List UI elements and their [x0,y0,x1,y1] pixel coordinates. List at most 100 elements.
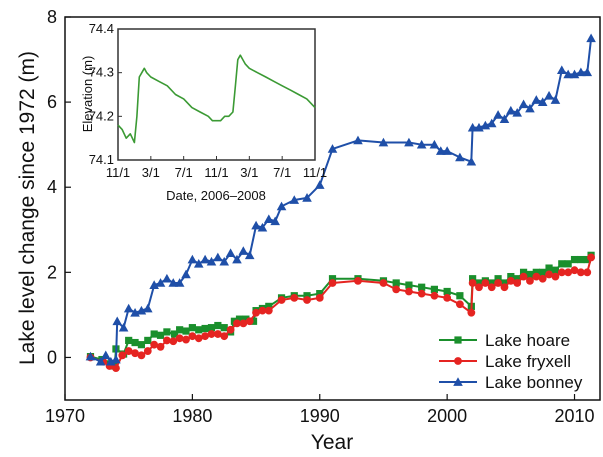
lake-bonney-point [544,90,554,100]
lake-fryxell-point [258,306,267,315]
lake-hoare-point [500,279,509,287]
lake-hoare-point [532,268,540,276]
lake-bonney-point [327,144,338,153]
lake-fryxell-point [587,253,595,262]
lake-bonney-point [563,69,573,79]
main-plot: 1970 1980 1990 2000 2010 0 2 4 6 8 [45,7,601,426]
lake-hoare-point [526,270,534,279]
lake-fryxell-point [576,268,585,277]
lake-bonney-point [238,246,249,255]
lake-bonney-point [193,259,204,268]
lake-bonney-point [219,256,230,266]
lake-hoare-point [577,255,585,264]
lake-bonney-point [467,122,478,132]
inset-background [118,29,315,160]
lake-bonney-point [118,322,129,332]
lake-fryxell-point [551,272,560,281]
lake-hoare-point [316,290,324,298]
inset-x-axis-title: Date, 2006–2008 [166,188,266,203]
y-tick-label: 2 [47,262,57,282]
legend-item-lake-bonney: Lake bonney [439,373,583,392]
lake-hoare-point [176,326,184,334]
lake-bonney-point [270,216,280,226]
inset-x-tick-label: 7/1 [273,165,291,180]
lake-fryxell-point [201,332,210,341]
lake-fryxell-point [188,332,197,341]
lake-bonney-point [378,137,389,147]
legend-item-lake-fryxell: Lake fryxell [439,352,571,371]
lake-fryxell-point [570,266,579,275]
main-y-axis: 0 2 4 6 8 [47,7,71,367]
lake-bonney-point [123,303,134,313]
inset-y-tick-label: 74.2 [89,108,114,123]
lake-bonney-point [276,201,287,211]
lake-bonney-point [486,118,497,128]
lake-hoare-point [456,292,464,300]
lake-bonney-point [499,114,510,123]
lake-hoare-point [125,336,133,345]
lake-fryxell-point [513,279,522,287]
lake-hoare-point [539,268,547,276]
lake-bonney-point [586,33,596,43]
lake-fryxell-point [475,283,483,292]
lake-fryxell-point [226,325,235,334]
lake-fryxell-point [143,347,152,355]
lake-bonney-point [537,97,548,106]
lake-bonney-point [429,139,440,149]
lake-bonney-point [550,95,561,104]
lake-fryxell-point [175,334,184,343]
lake-hoare-point [405,281,413,289]
inset-series-group [117,54,316,144]
main-plot-frame [64,16,601,401]
lake-bonney-point [200,254,210,264]
lake-fryxell-point [564,268,573,277]
lake-fryxell-point [583,268,592,277]
lake-bonney-point [289,195,300,204]
lake-hoare-point [494,275,502,283]
lake-fryxell-point [239,319,248,328]
lake-bonney-point [302,193,312,202]
lake-bonney-point [353,135,363,145]
lake-hoare-point [392,279,400,287]
legend-marker [454,357,462,365]
lake-fryxell-point [417,289,426,298]
inset-x-axis: 11/1 3/1 7/1 11/1 3/1 7/1 11/1 [106,156,327,180]
lake-bonney-point [442,146,452,155]
lake-fryxell-point [557,268,566,277]
lake-fryxell-point [182,335,190,344]
lake-fryxell-point [430,291,439,300]
lake-fryxell-point [303,296,311,304]
lake-hoare-point [150,330,158,338]
lake-bonney-point [111,354,121,364]
lake-bonney-series [85,33,596,366]
lake-fryxell-point [354,276,362,285]
lake-bonney-point [155,278,166,287]
lake-hoare-point [303,292,311,300]
lake-fryxell-point [163,336,171,345]
lake-bonney-point [181,269,191,279]
lake-fryxell-point [131,349,139,358]
inset-x-tick-label: 7/1 [175,165,193,180]
lake-bonney-point [206,256,217,266]
lake-hoare-point [513,275,521,283]
lake-fryxell-point [405,287,413,296]
inset-y-axis: 74.1 74.2 74.3 74.4 [89,21,122,167]
lake-fryxell-point [526,276,534,285]
x-tick-label: 1980 [172,406,212,426]
lake-fryxell-point [277,296,286,304]
legend-item-lake-hoare: Lake hoare [439,331,570,350]
lake-bonney-point [95,356,106,366]
lake-hoare-point [328,275,337,283]
lake-bonney-point [466,156,477,166]
lake-fryxell-point [532,272,541,281]
lake-fryxell-point [468,279,477,287]
lake-fryxell-point [506,276,515,285]
lake-fryxell-point [487,283,496,292]
lake-fryxell-point [315,293,324,302]
lake-hoare-point [195,326,203,334]
lake-bonney-point [531,95,542,104]
lake-hoare-point [188,324,196,332]
lake-hoare-point [558,260,566,268]
lake-fryxell-point [392,285,401,294]
